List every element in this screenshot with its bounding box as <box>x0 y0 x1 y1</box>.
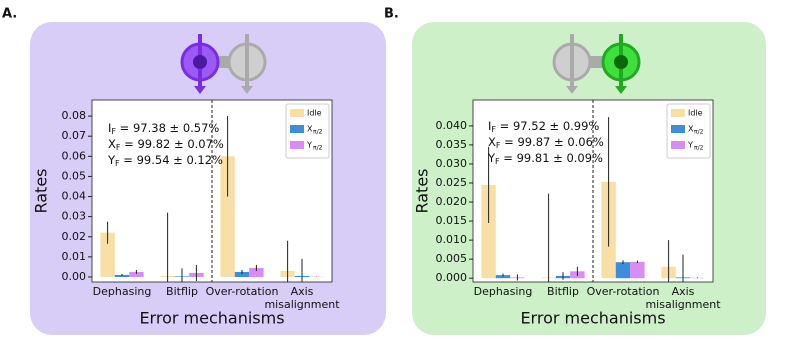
legend-subscript: π/2 <box>313 145 323 152</box>
y-tick-label: 0.020 <box>436 195 468 208</box>
legend-subscript: π/2 <box>694 129 704 136</box>
y-tick-label: 0.000 <box>436 271 468 284</box>
y-tick-label: 0.07 <box>62 129 87 142</box>
annotation-part: = 99.87 ± 0.06% <box>501 135 604 149</box>
y-tick-label: 0.025 <box>436 176 468 189</box>
annotation-part: = 99.81 ± 0.09% <box>500 151 603 165</box>
annotation: YF = 99.81 ± 0.09% <box>487 151 603 166</box>
y-tick-label: 0.00 <box>62 270 87 283</box>
annotation-part: F <box>491 125 496 134</box>
y-tick-label: 0.010 <box>436 233 468 246</box>
y-axis-label: Rates <box>32 168 51 213</box>
x-tick-label: Dephasing <box>93 285 152 298</box>
legend-swatch <box>671 125 685 133</box>
annotation-part: I <box>488 119 491 133</box>
bar <box>630 261 645 279</box>
legend-subscript: π/2 <box>313 129 323 136</box>
legend-swatch <box>290 141 304 149</box>
y-tick-label: 0.06 <box>62 149 87 162</box>
x-axis-label: Error mechanisms <box>139 309 284 328</box>
bar <box>220 156 235 277</box>
x-tick-label: Dephasing <box>474 285 533 298</box>
annotation-part: Y <box>107 153 116 167</box>
panel-label: B. <box>384 7 399 22</box>
legend-swatch <box>671 109 685 117</box>
annotation: IF = 97.52 ± 0.99% <box>488 119 599 134</box>
y-tick-label: 0.02 <box>62 230 87 243</box>
y-tick-label: 0.05 <box>62 169 87 182</box>
legend-swatch <box>290 125 304 133</box>
annotation-part: = 97.38 ± 0.57% <box>116 121 219 135</box>
annotation-part: F <box>111 127 116 136</box>
legend-label: Y <box>687 141 693 150</box>
x-tick-label: Axis misalignment <box>645 285 721 311</box>
annotation-part: = 97.52 ± 0.99% <box>496 119 599 133</box>
annotation: IF = 97.38 ± 0.57% <box>108 121 219 136</box>
bar <box>481 184 496 279</box>
annotation-part: F <box>496 141 501 150</box>
bar <box>234 271 250 277</box>
y-tick-label: 0.005 <box>436 252 468 265</box>
bar <box>100 232 115 277</box>
annotation-part: F <box>115 159 120 168</box>
legend-label: X <box>307 125 313 134</box>
legend-label: X <box>688 125 694 134</box>
annotation: XF = 99.82 ± 0.07% <box>108 137 224 152</box>
bar <box>615 262 631 279</box>
x-axis-label: Error mechanisms <box>520 309 665 328</box>
legend-label: Idle <box>688 109 703 118</box>
bar <box>129 271 144 277</box>
annotation-part: X <box>108 137 116 151</box>
annotation-part: F <box>495 157 500 166</box>
y-tick-label: 0.040 <box>436 119 468 132</box>
x-tick-label: Over-rotation <box>587 285 660 298</box>
y-tick-label: 0.015 <box>436 214 468 227</box>
legend-label: Idle <box>307 109 322 118</box>
x-tick-label: Axis misalignment <box>264 285 340 311</box>
annotation-part: F <box>116 143 121 152</box>
x-tick-label: Over-rotation <box>206 285 279 298</box>
y-tick-label: 0.08 <box>62 109 87 122</box>
annotation-part: = 99.54 ± 0.12% <box>120 153 223 167</box>
y-axis-label: Rates <box>413 168 432 213</box>
annotation-part: = 99.82 ± 0.07% <box>121 137 224 151</box>
annotation: YF = 99.54 ± 0.12% <box>107 153 223 168</box>
qubit-icons <box>180 34 641 94</box>
legend-label: Y <box>306 141 312 150</box>
annotation-part: Y <box>487 151 496 165</box>
x-tick-label: Bitflip <box>547 285 579 298</box>
x-tick-label: Bitflip <box>166 285 198 298</box>
annotation-part: I <box>108 121 111 135</box>
legend-swatch <box>290 109 304 117</box>
legend-swatch <box>671 141 685 149</box>
y-tick-label: 0.03 <box>62 210 87 223</box>
y-tick-label: 0.030 <box>436 157 468 170</box>
annotation-part: X <box>488 135 496 149</box>
annotation: XF = 99.87 ± 0.06% <box>488 135 604 150</box>
legend-subscript: π/2 <box>694 145 704 152</box>
bar <box>249 267 264 277</box>
y-tick-label: 0.04 <box>62 190 87 203</box>
y-tick-label: 0.035 <box>436 138 468 151</box>
panel-label: A. <box>2 7 17 22</box>
y-tick-label: 0.01 <box>62 250 87 263</box>
